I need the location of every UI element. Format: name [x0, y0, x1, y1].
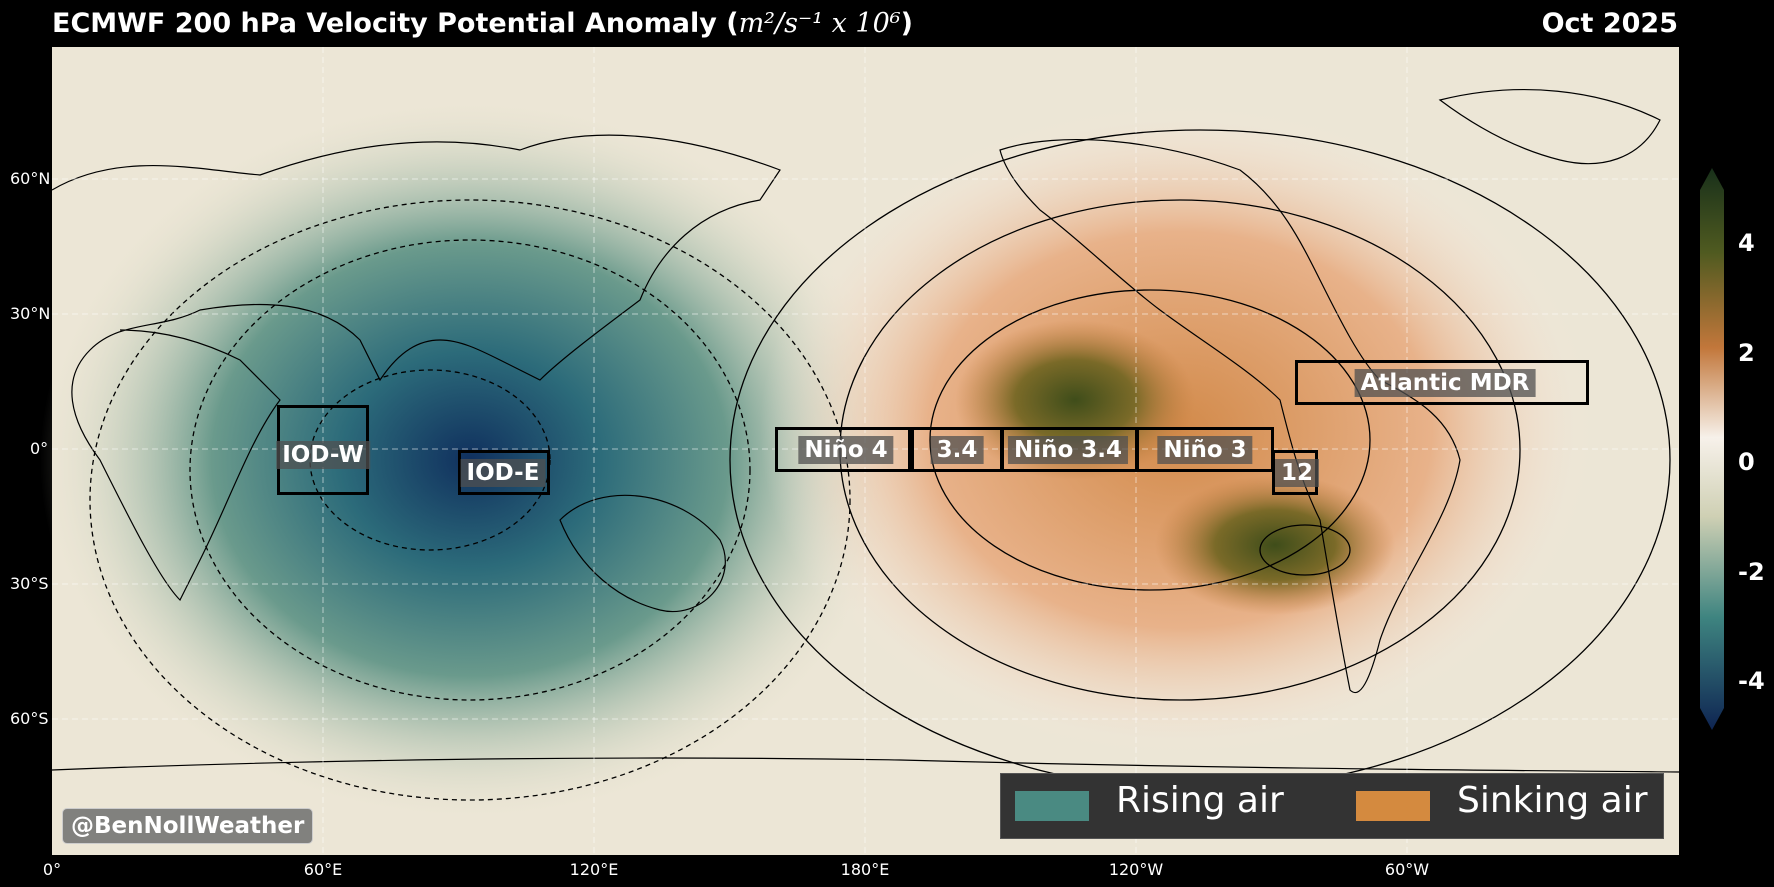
- colorbar-tick-neg4: -4: [1738, 667, 1765, 695]
- colorbar-tick-neg2: -2: [1738, 558, 1765, 586]
- lon-label-120w: 120°W: [1108, 860, 1164, 879]
- colorbar: [1700, 168, 1724, 730]
- legend-label-sinking: Sinking air: [1457, 780, 1648, 821]
- region-label-nino34: Niño 3.4: [1007, 436, 1129, 464]
- region-box-iod-e: [458, 450, 550, 495]
- sinking-contour-core: [1259, 524, 1351, 576]
- rising-contour-inner: [309, 369, 551, 551]
- rising-contour-outer: [89, 199, 851, 801]
- title-units: m²/s⁻¹ x 10⁶: [738, 8, 901, 39]
- region-box-atlantic-mdr: [1295, 360, 1589, 405]
- region-box-nino3: [1136, 427, 1274, 472]
- credit-badge: @BenNollWeather: [62, 808, 314, 844]
- lon-label-0: 0°: [42, 860, 62, 879]
- lat-label-30n: 30°N: [10, 304, 51, 323]
- region-label-atlantic-mdr: Atlantic MDR: [1354, 369, 1536, 397]
- lat-label-60n: 60°N: [10, 169, 51, 188]
- legend: Rising air Sinking air: [1000, 773, 1664, 839]
- lon-label-60w: 60°W: [1384, 860, 1430, 879]
- colorbar-tick-2: 2: [1738, 339, 1755, 367]
- colorbar-tick-0: 0: [1738, 448, 1755, 476]
- region-label-iod-e: IOD-E: [460, 459, 546, 487]
- lon-label-60e: 60°E: [303, 860, 343, 879]
- region-box-nino4: [775, 427, 911, 472]
- region-label-iod-w: IOD-W: [276, 441, 370, 469]
- colorbar-tick-4: 4: [1738, 229, 1755, 257]
- rising-contour-mid: [189, 239, 751, 701]
- lat-label-30s: 30°S: [10, 574, 49, 593]
- coastlines: [51, 89, 1680, 773]
- sinking-core-south: [1155, 475, 1395, 615]
- region-label-nino4: Niño 4: [798, 436, 894, 464]
- region-label-nino12: 12: [1274, 459, 1320, 487]
- sinking-contour-inner: [929, 289, 1371, 591]
- chart-title: ECMWF 200 hPa Velocity Potential Anomaly…: [52, 8, 913, 39]
- legend-swatch-sinking: [1356, 791, 1430, 821]
- date-label: Oct 2025: [1541, 8, 1678, 39]
- region-label-nino3: Niño 3: [1157, 436, 1253, 464]
- lat-label-60s: 60°S: [10, 709, 49, 728]
- lon-label-120e: 120°E: [569, 860, 619, 879]
- region-label-34: 3.4: [930, 436, 984, 464]
- lon-label-180e: 180°E: [840, 860, 890, 879]
- lat-label-equator: 0°: [30, 439, 49, 458]
- legend-label-rising: Rising air: [1116, 780, 1284, 821]
- legend-swatch-rising: [1015, 791, 1089, 821]
